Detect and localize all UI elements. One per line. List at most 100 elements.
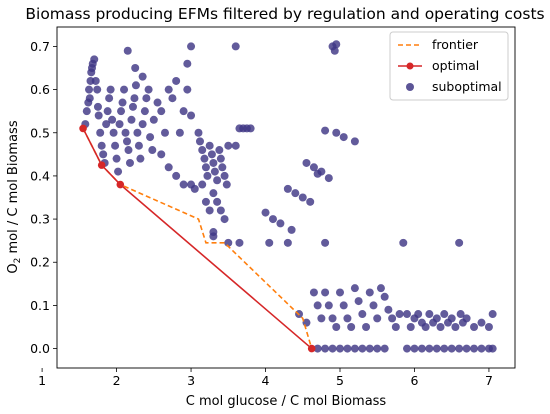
suboptimal-point	[138, 120, 147, 129]
suboptimal-point	[350, 344, 359, 353]
x-tick-label: 3	[187, 373, 195, 388]
suboptimal-point	[106, 85, 115, 94]
suboptimal-point	[332, 322, 341, 331]
suboptimal-point	[309, 163, 318, 172]
suboptimal-point	[384, 305, 393, 314]
suboptimal-point	[231, 141, 240, 150]
suboptimal-point	[200, 154, 209, 163]
suboptimal-point	[203, 171, 212, 180]
suboptimal-point	[220, 215, 229, 224]
suboptimal-point	[153, 98, 162, 107]
y-tick-label: 0.1	[30, 298, 50, 313]
suboptimal-point	[235, 238, 244, 247]
suboptimal-point	[201, 163, 210, 172]
optimal-point	[116, 180, 125, 189]
suboptimal-point	[268, 215, 277, 224]
suboptimal-point	[120, 85, 129, 94]
y-tick-label: 0.6	[30, 82, 50, 97]
suboptimal-point	[436, 322, 445, 331]
suboptimal-series	[81, 40, 497, 353]
suboptimal-point	[477, 344, 486, 353]
suboptimal-point	[462, 344, 471, 353]
suboptimal-point	[102, 120, 111, 129]
suboptimal-point	[328, 314, 337, 323]
suboptimal-point	[172, 76, 181, 85]
suboptimal-point	[373, 344, 382, 353]
suboptimal-point	[164, 163, 173, 172]
suboptimal-point	[142, 94, 151, 103]
optimal-point	[79, 124, 87, 133]
suboptimal-point	[97, 141, 106, 150]
suboptimal-point	[187, 42, 196, 51]
suboptimal-point	[391, 322, 400, 331]
suboptimal-point	[432, 344, 441, 353]
suboptimal-point	[287, 225, 296, 234]
suboptimal-point	[447, 314, 456, 323]
chart-title: Biomass producing EFMs filtered by regul…	[25, 5, 544, 23]
y-tick-label: 0.7	[30, 39, 50, 54]
suboptimal-point	[321, 288, 330, 297]
suboptimal-point	[96, 128, 105, 137]
suboptimal-point	[313, 344, 322, 353]
x-tick-label: 6	[410, 373, 418, 388]
suboptimal-point	[291, 189, 300, 198]
suboptimal-point	[198, 180, 207, 189]
suboptimal-point	[222, 180, 231, 189]
legend-box	[389, 31, 509, 101]
suboptimal-point	[350, 137, 359, 146]
suboptimal-point	[324, 301, 333, 310]
x-axis-title: C mol glucose / C mol Biomass	[186, 394, 387, 409]
suboptimal-point	[125, 158, 134, 167]
suboptimal-point	[216, 206, 225, 215]
suboptimal-point	[220, 171, 229, 180]
suboptimal-point	[488, 344, 497, 353]
suboptimal-point	[209, 189, 218, 198]
suboptimal-point	[93, 85, 102, 94]
suboptimal-point	[215, 146, 224, 155]
suboptimal-point	[373, 314, 382, 323]
suboptimal-point	[160, 128, 169, 137]
suboptimal-point	[399, 238, 408, 247]
optimal-series	[79, 124, 316, 353]
suboptimal-point	[313, 301, 322, 310]
suboptimal-point	[369, 301, 378, 310]
suboptimal-point	[440, 310, 449, 319]
suboptimal-point	[213, 176, 222, 185]
suboptimal-point	[358, 310, 367, 319]
suboptimal-point	[484, 322, 493, 331]
legend-optimal-label: optimal	[432, 58, 479, 73]
suboptimal-point	[114, 167, 123, 176]
x-tick-label: 2	[113, 373, 121, 388]
y-axis-title-prefix: O	[6, 263, 21, 273]
suboptimal-point	[90, 55, 99, 64]
suboptimal-point	[224, 141, 233, 150]
y-tick-label: 0.2	[30, 255, 50, 270]
suboptimal-point	[205, 206, 214, 215]
suboptimal-point	[343, 344, 352, 353]
suboptimal-point	[103, 107, 112, 116]
suboptimal-point	[246, 124, 255, 133]
legend-frontier-label: frontier	[432, 37, 479, 52]
suboptimal-point	[306, 197, 315, 206]
suboptimal-point	[317, 314, 326, 323]
suboptimal-point	[462, 314, 471, 323]
suboptimal-point	[470, 322, 479, 331]
x-tick-label: 1	[38, 373, 46, 388]
optimal-point	[97, 161, 106, 169]
suboptimal-point	[128, 102, 137, 111]
suboptimal-point	[403, 344, 412, 353]
suboptimal-point	[91, 76, 100, 85]
suboptimal-point	[332, 40, 341, 49]
suboptimal-point	[85, 85, 94, 94]
suboptimal-point	[146, 133, 155, 142]
suboptimal-point	[183, 85, 192, 94]
suboptimal-point	[335, 288, 344, 297]
suboptimal-point	[283, 184, 292, 193]
suboptimal-point	[190, 184, 199, 193]
suboptimal-point	[123, 137, 132, 146]
series-layer	[79, 40, 497, 353]
suboptimal-point	[105, 94, 114, 103]
x-tick-label: 7	[485, 373, 493, 388]
suboptimal-point	[144, 85, 153, 94]
suboptimal-point	[276, 219, 285, 228]
